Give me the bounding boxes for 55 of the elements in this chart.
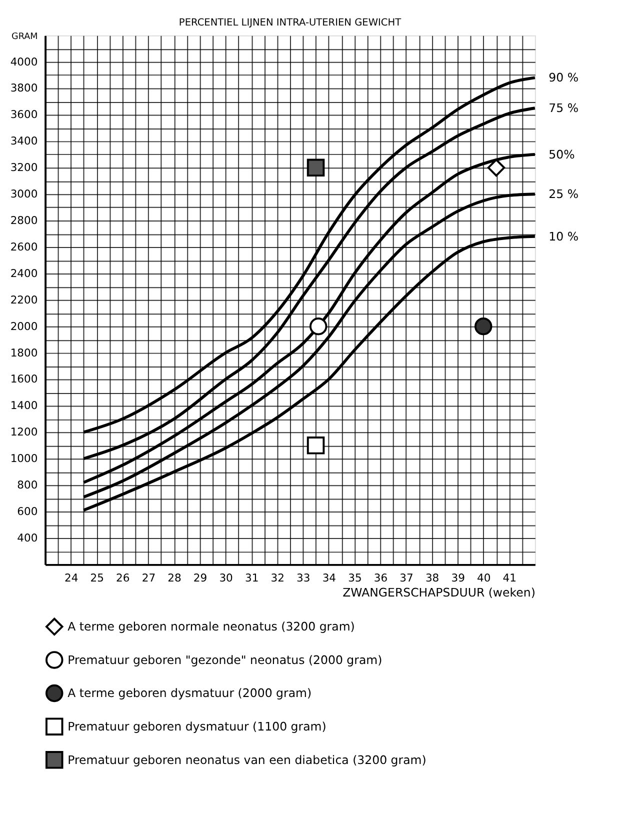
series-label: 75 % (548, 101, 578, 116)
series-label: 50% (548, 147, 575, 162)
point (306, 436, 325, 454)
y-tick-label: 2000 (10, 320, 38, 333)
y-tick-label: 3000 (10, 188, 38, 201)
legend-label: A terme geboren dysmatuur (2000 gram) (68, 686, 312, 700)
y-tick-label: 3200 (10, 161, 38, 174)
y-tick-label: 1600 (10, 372, 38, 386)
x-tick-label: 37 (400, 572, 414, 585)
y-tick-label: 1400 (10, 399, 38, 412)
x-tick-label: 26 (116, 572, 130, 585)
x-tick-label: 35 (348, 572, 362, 585)
x-tick-label: 27 (142, 572, 156, 585)
y-tick-label: 3800 (10, 82, 38, 95)
y-tick-label: 4000 (10, 55, 38, 68)
y-tick-label: 800 (17, 478, 38, 492)
y-axis-title: GRAM (12, 32, 38, 42)
x-tick-label: 24 (64, 572, 78, 585)
x-tick-label: 40 (477, 572, 491, 585)
x-tick-label: 33 (296, 572, 310, 585)
x-tick-label: 29 (193, 572, 208, 585)
point (487, 158, 506, 177)
y-tick-label: 2600 (10, 240, 38, 254)
x-tick-label: 34 (322, 572, 336, 585)
x-tick-label: 28 (168, 572, 182, 585)
y-tick-label: 3600 (10, 108, 38, 122)
x-tick-label: 32 (270, 572, 284, 585)
series-label: 10 % (548, 229, 578, 244)
legend-label: A terme geboren normale neonatus (3200 gram) (68, 620, 355, 634)
y-tick-label: 400 (17, 531, 38, 544)
x-axis-title: ZWANGERSCHAPSDUUR (weken) (342, 585, 536, 600)
legend-label: Prematuur geboren dysmatuur (1100 gram) (68, 720, 326, 734)
x-tick-label: 41 (502, 572, 516, 585)
x-tick-label: 30 (219, 572, 234, 585)
y-tick-label: 2800 (10, 214, 38, 227)
chart-title: PERCENTIEL LIJNEN INTRA-UTERIEN GEWICHT (178, 18, 402, 29)
series-label: 90 % (548, 70, 578, 85)
point (309, 318, 328, 336)
y-tick-label: 2400 (10, 266, 38, 280)
x-tick-label: 38 (425, 572, 440, 585)
series-label: 25 % (548, 187, 578, 202)
y-tick-label: 1800 (10, 346, 38, 360)
x-tick-label: 36 (374, 572, 388, 585)
point (306, 158, 325, 177)
point (474, 318, 492, 336)
y-tick-label: 2200 (10, 293, 38, 306)
y-tick-label: 1200 (10, 426, 38, 439)
y-tick-label: 600 (17, 504, 38, 518)
y-tick-label: 1000 (10, 452, 38, 466)
y-tick-label: 3400 (10, 134, 38, 148)
x-tick-label: 31 (244, 572, 259, 585)
legend-label: Prematuur geboren "gezonde" neonatus (2000 gram) (68, 652, 382, 667)
x-tick-label: 39 (451, 572, 466, 585)
x-tick-label: 25 (90, 572, 104, 585)
legend-label: Prematuur geboren neonatus van een diabetica (3200 gram) (68, 752, 426, 767)
